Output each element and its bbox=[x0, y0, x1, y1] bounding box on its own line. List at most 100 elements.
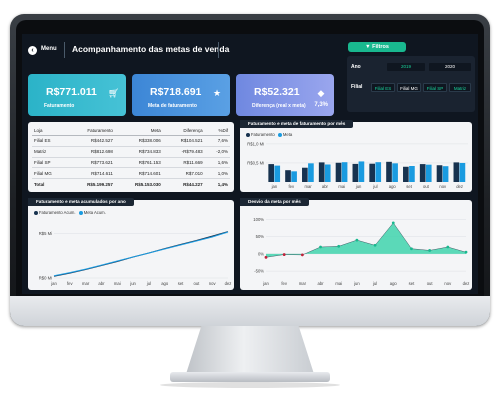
cumulative-chart-title: Faturamento e meta acumulados por ano bbox=[28, 198, 134, 206]
table-cell: R$442.527 bbox=[66, 135, 115, 147]
cumulative-chart-legend: Faturamento Acum. Meta Acum. bbox=[32, 210, 106, 215]
x-tick-label: mar bbox=[299, 281, 307, 286]
col-header-store[interactable]: Loja bbox=[32, 126, 67, 136]
topbar-divider bbox=[218, 42, 219, 58]
branch-option-mg[interactable]: Filial MG bbox=[397, 83, 421, 92]
star-icon: ★ bbox=[212, 88, 222, 98]
line-revenue-cumulative bbox=[53, 231, 229, 277]
y-tick-label: 100% bbox=[253, 217, 264, 222]
y-tick-label: 50% bbox=[256, 234, 265, 239]
monitor-stand-neck bbox=[186, 326, 314, 374]
bar-target bbox=[425, 164, 432, 182]
bar-revenue bbox=[386, 161, 392, 182]
bar-target bbox=[409, 166, 415, 182]
legend-label-revenue-cum: Faturamento Acum. bbox=[39, 210, 76, 215]
kpi-target-label: Meta de faturamento bbox=[148, 103, 197, 109]
x-tick-label: jul bbox=[372, 184, 377, 189]
x-tick-label: fev bbox=[288, 184, 294, 189]
table-cell: 1,0% bbox=[204, 167, 230, 180]
y-tick-label: -50% bbox=[254, 269, 264, 274]
kpi-card-revenue: R$771.011 Faturamento 🛒︎ bbox=[28, 74, 126, 116]
table-cell: R$11.669 bbox=[162, 157, 205, 169]
bar-revenue bbox=[318, 162, 325, 182]
x-tick-label: nov bbox=[444, 281, 452, 286]
x-tick-label: dez bbox=[456, 184, 463, 189]
table-cell: R$812.698 bbox=[66, 146, 115, 158]
bar-target bbox=[442, 166, 449, 182]
table-cell: R$714.611 bbox=[66, 167, 115, 180]
deviation-area-chart: 100% 50% 0% -50% jan fev mar abr mai jun jul ago set… bbox=[253, 217, 469, 286]
table-cell: -2,0% bbox=[204, 146, 230, 158]
bar-revenue bbox=[419, 164, 426, 182]
legend-label-target: Meta bbox=[282, 132, 293, 137]
table-row[interactable]: Filial MG R$714.611 R$714.601 R$7.010 1,0% bbox=[32, 167, 230, 180]
monitor-stand-base bbox=[170, 372, 330, 382]
deviation-point bbox=[410, 247, 413, 251]
cumulative-chart-panel: Faturamento e meta acumulados por ano Fa… bbox=[28, 198, 234, 290]
bar-revenue bbox=[285, 170, 291, 182]
x-tick-label: fev bbox=[67, 281, 73, 286]
deviation-point bbox=[282, 253, 286, 256]
branch-option-matriz[interactable]: Matriz bbox=[449, 83, 471, 92]
bar-target bbox=[392, 163, 398, 182]
y-tick-label: R$1,0 Mi bbox=[247, 141, 264, 146]
table-row[interactable]: Filial SP R$773.621 R$761.153 R$11.669 1,6% bbox=[32, 157, 230, 169]
table-cell: R$714.601 bbox=[114, 167, 163, 180]
x-tick-label: mar bbox=[304, 184, 312, 189]
x-tick-label: mai bbox=[114, 281, 121, 286]
bar-target bbox=[274, 165, 281, 182]
stores-table-panel: Loja Faturamento Meta Diferença %Dif Fil… bbox=[28, 122, 234, 192]
back-arrow-icon[interactable]: ‹ bbox=[28, 46, 37, 55]
menu-link[interactable]: Menu bbox=[41, 46, 57, 52]
x-tick-label: jun bbox=[353, 281, 360, 286]
filters-button[interactable]: ▼ Filtros bbox=[348, 42, 406, 52]
x-tick-label: jan bbox=[262, 281, 269, 286]
table-header-row: Loja Faturamento Meta Diferença %Dif bbox=[32, 126, 230, 136]
x-tick-label: abr bbox=[318, 281, 325, 286]
deviation-point bbox=[464, 250, 468, 254]
x-tick-label: set bbox=[409, 281, 415, 286]
kpi-revenue-value: R$771.011 bbox=[46, 86, 97, 98]
bar-revenue bbox=[352, 163, 359, 182]
deviation-point bbox=[355, 238, 359, 242]
x-tick-label: ago bbox=[389, 184, 397, 189]
deviation-area bbox=[266, 222, 466, 258]
table-cell: R$104.521 bbox=[162, 135, 205, 147]
y-tick-label: R$0,5 Mi bbox=[247, 160, 264, 165]
filters-button-label: Filtros bbox=[372, 44, 389, 50]
year-option-2020[interactable]: 2020 bbox=[429, 63, 471, 71]
branch-option-sp[interactable]: Filial SP bbox=[423, 83, 447, 92]
deviation-line bbox=[265, 222, 467, 258]
deviation-chart-title: Desvio da meta por mês bbox=[240, 198, 309, 206]
deviation-chart-panel: Desvio da meta por mês 100% 50% 0% -50% jan f… bbox=[240, 198, 472, 290]
x-tick-label: jun bbox=[129, 281, 136, 286]
bar-target bbox=[375, 162, 382, 182]
dashboard-screen: ‹ Menu Acompanhamento das metas de venda… bbox=[22, 34, 478, 294]
deviation-point bbox=[391, 221, 395, 225]
x-tick-label: jan bbox=[50, 281, 57, 286]
col-header-difference[interactable]: Diferença bbox=[162, 126, 205, 136]
table-row[interactable]: Filial ES R$442.527 R$338.006 R$104.521 7,6% bbox=[32, 135, 230, 147]
kpi-difference-value: R$52.321 bbox=[254, 86, 300, 98]
table-cell: R$7.010 bbox=[162, 167, 205, 180]
x-tick-label: mar bbox=[82, 281, 90, 286]
total-cell: Total bbox=[34, 181, 45, 187]
legend-label-revenue: Faturamento bbox=[251, 132, 275, 137]
year-option-2019[interactable]: 2019 bbox=[387, 63, 425, 71]
monthly-chart-title: Faturamento e meta de faturamento por mê… bbox=[240, 120, 354, 128]
monitor-chin bbox=[10, 296, 490, 326]
table-cell: Filial ES bbox=[32, 135, 67, 147]
table-row[interactable]: Matriz R$812.698 R$734.833 -R$79.483 -2,0% bbox=[32, 146, 230, 158]
col-header-target[interactable]: Meta bbox=[114, 126, 163, 136]
table-cell: R$761.153 bbox=[114, 157, 163, 169]
legend-swatch-target bbox=[277, 132, 282, 137]
branch-option-es[interactable]: Filial ES bbox=[371, 83, 395, 92]
col-header-revenue[interactable]: Faturamento bbox=[66, 126, 115, 136]
x-tick-label: out bbox=[423, 184, 430, 189]
branch-filter-label: Filial bbox=[351, 84, 363, 90]
x-tick-label: set bbox=[406, 184, 412, 189]
kpi-target-value: R$718.691 bbox=[150, 86, 202, 98]
total-cell: R$5.153.030 bbox=[134, 181, 161, 187]
col-header-percent[interactable]: %Dif bbox=[204, 126, 230, 136]
